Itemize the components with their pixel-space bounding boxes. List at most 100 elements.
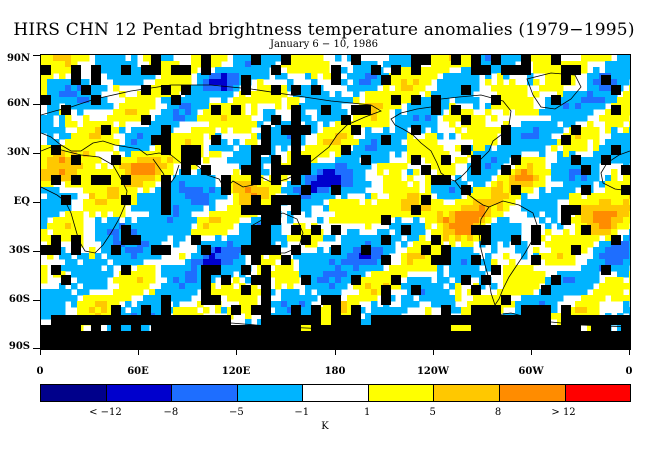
missing-data-block (331, 245, 341, 255)
anomaly-cell (401, 85, 408, 92)
anomaly-cell (491, 235, 498, 242)
missing-data-block (251, 195, 261, 205)
anomaly-cell (329, 253, 336, 260)
anomaly-cell (503, 253, 510, 260)
missing-data-block (321, 105, 331, 115)
anomaly-cell (89, 103, 96, 110)
anomaly-cell (587, 91, 594, 98)
anomaly-cell (377, 217, 384, 224)
anomaly-cell (89, 151, 96, 158)
anomaly-cell (329, 163, 336, 170)
anomaly-cell (599, 145, 606, 152)
anomaly-cell (71, 223, 78, 230)
anomaly-cell (47, 193, 54, 200)
anomaly-cell (623, 241, 630, 248)
anomaly-cell (239, 193, 246, 200)
anomaly-cell (587, 181, 594, 188)
anomaly-cell (581, 301, 588, 308)
anomaly-cell (533, 67, 540, 74)
anomaly-cell (119, 115, 126, 122)
missing-data-block (291, 165, 301, 175)
anomaly-cell (581, 91, 588, 98)
missing-data-block (611, 235, 621, 245)
anomaly-cell (449, 91, 456, 98)
anomaly-cell (287, 67, 294, 74)
anomaly-cell (185, 307, 192, 314)
anomaly-cell (557, 319, 564, 326)
anomaly-cell (221, 229, 228, 236)
anomaly-cell (599, 205, 606, 212)
anomaly-cell (485, 169, 492, 176)
anomaly-cell (65, 235, 72, 242)
anomaly-cell (305, 55, 312, 62)
anomaly-cell (137, 103, 144, 110)
anomaly-cell (377, 115, 384, 122)
anomaly-cell (491, 85, 498, 92)
anomaly-cell (419, 211, 426, 218)
anomaly-cell (311, 55, 318, 62)
anomaly-cell (371, 283, 378, 290)
anomaly-cell (587, 55, 594, 62)
anomaly-cell (179, 115, 186, 122)
anomaly-cell (281, 187, 288, 194)
anomaly-cell (479, 169, 486, 176)
anomaly-cell (137, 151, 144, 158)
anomaly-cell (551, 205, 558, 212)
missing-data-block (271, 115, 281, 125)
anomaly-cell (503, 181, 510, 188)
anomaly-cell (305, 205, 312, 212)
anomaly-cell (113, 289, 120, 296)
anomaly-cell (317, 61, 324, 68)
anomaly-cell (65, 181, 72, 188)
anomaly-cell (89, 283, 96, 290)
anomaly-cell (359, 205, 366, 212)
anomaly-cell (161, 163, 168, 170)
anomaly-cell (623, 67, 630, 74)
anomaly-cell (593, 295, 600, 302)
anomaly-cell (101, 205, 108, 212)
anomaly-cell (329, 259, 336, 266)
anomaly-cell (113, 67, 120, 74)
anomaly-cell (335, 277, 342, 284)
missing-data-block (91, 175, 101, 185)
missing-data-block (501, 295, 511, 305)
anomaly-cell (503, 187, 510, 194)
anomaly-cell (59, 247, 66, 254)
anomaly-cell (371, 295, 378, 302)
missing-data-block (241, 245, 251, 255)
missing-data-block (271, 85, 281, 95)
anomaly-cell (581, 133, 588, 140)
anomaly-cell (197, 259, 204, 266)
anomaly-cell (569, 193, 576, 200)
anomaly-cell (113, 115, 120, 122)
anomaly-cell (593, 253, 600, 260)
coastline-india (152, 158, 180, 186)
anomaly-cell (149, 223, 156, 230)
anomaly-cell (551, 253, 558, 260)
anomaly-cell (581, 103, 588, 110)
anomaly-cell (77, 277, 84, 284)
anomaly-cell (47, 187, 54, 194)
anomaly-cell (263, 193, 270, 200)
anomaly-cell (551, 235, 558, 242)
anomaly-cell (539, 139, 546, 146)
anomaly-cell (467, 229, 474, 236)
anomaly-cell (197, 85, 204, 92)
missing-data-block (251, 55, 261, 65)
anomaly-cell (203, 307, 210, 314)
anomaly-cell (239, 253, 246, 260)
missing-data-block (161, 125, 171, 135)
anomaly-cell (509, 79, 516, 86)
anomaly-cell (581, 175, 588, 182)
anomaly-cell (395, 307, 402, 314)
anomaly-cell (563, 187, 570, 194)
anomaly-cell (467, 217, 474, 224)
anomaly-cell (179, 265, 186, 272)
anomaly-cell (83, 97, 90, 104)
anomaly-cell (347, 157, 354, 164)
anomaly-cell (221, 193, 228, 200)
anomaly-cell (161, 73, 168, 80)
anomaly-cell (497, 157, 504, 164)
missing-data-block (111, 325, 121, 335)
anomaly-cell (233, 61, 240, 68)
